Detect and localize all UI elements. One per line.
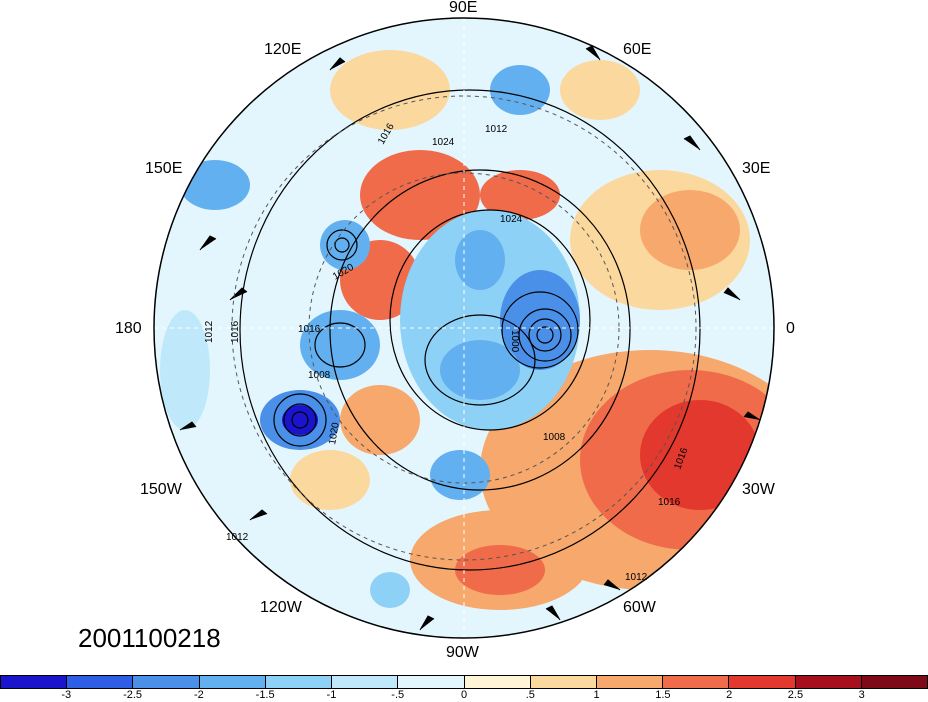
contour-label: 1024 (432, 137, 455, 148)
colorbar-swatch (67, 676, 134, 688)
colorbar-swatch (729, 676, 796, 688)
anomaly-field (154, 18, 774, 638)
colorbar-swatch (795, 676, 862, 688)
lon-label-90e: 90E (449, 0, 478, 16)
colorbar-tick-label: -1.5 (255, 689, 275, 701)
contour-label: 1012 (226, 532, 249, 543)
colorbar-swatch (464, 676, 531, 688)
lon-label-0: 0 (786, 320, 795, 337)
colorbar (0, 675, 928, 689)
colorbar-swatch (398, 676, 465, 688)
colorbar-tick-label: -3 (61, 689, 72, 701)
contour-label: 1012 (485, 124, 508, 135)
colorbar-tick-label: 1 (593, 689, 600, 701)
lon-label-150e: 150E (145, 160, 183, 177)
colorbar-tick-label: -.5 (391, 689, 405, 701)
contour-label: 1016 (230, 320, 241, 343)
colorbar-tick-label: .5 (525, 689, 535, 701)
lon-label-30e: 30E (742, 160, 771, 177)
contour-label: 1016 (298, 324, 321, 335)
colorbar-swatch (663, 676, 730, 688)
colorbar-swatch (133, 676, 200, 688)
lon-label-60w: 60W (623, 599, 656, 616)
lon-label-120w: 120W (260, 599, 302, 616)
colorbar-tick-label: -1 (326, 689, 337, 701)
lon-label-120e: 120E (264, 41, 302, 58)
lon-label-90w: 90W (446, 644, 479, 661)
lon-label-180: 180 (115, 320, 142, 337)
contour-label: 1008 (543, 432, 566, 443)
colorbar-swatch (1, 676, 68, 688)
date-time-stamp: 2001100218 (78, 623, 221, 653)
colorbar-tick-label: 1.5 (655, 689, 671, 701)
colorbar-swatch (332, 676, 399, 688)
lon-label-30w: 30W (742, 481, 775, 498)
colorbar-swatch (861, 676, 928, 688)
contour-label: 1024 (500, 214, 523, 225)
colorbar-tick-label: 2.5 (787, 689, 804, 701)
colorbar-tick-label: 0 (460, 689, 468, 701)
contour-label: 1008 (308, 370, 331, 381)
contour-label: 1016 (658, 497, 681, 508)
contour-label: 1012 (204, 320, 215, 343)
colorbar-tick-label: -2 (193, 689, 204, 701)
colorbar-swatch (596, 676, 664, 688)
contour-label: 1012 (625, 572, 648, 583)
lon-label-150w: 150W (140, 481, 182, 498)
colorbar-tick-label: 2 (726, 689, 733, 701)
contour-label: 1020 (327, 421, 342, 445)
contour-label: 1000 (509, 330, 520, 353)
colorbar-tick-label: -2.5 (123, 689, 143, 701)
colorbar-tick-label: 3 (858, 689, 865, 701)
colorbar-swatch (199, 676, 266, 688)
graticule (154, 18, 774, 638)
colorbar-swatch (530, 676, 597, 688)
colorbar-swatch (265, 676, 333, 688)
lon-label-60e: 60E (623, 41, 652, 58)
